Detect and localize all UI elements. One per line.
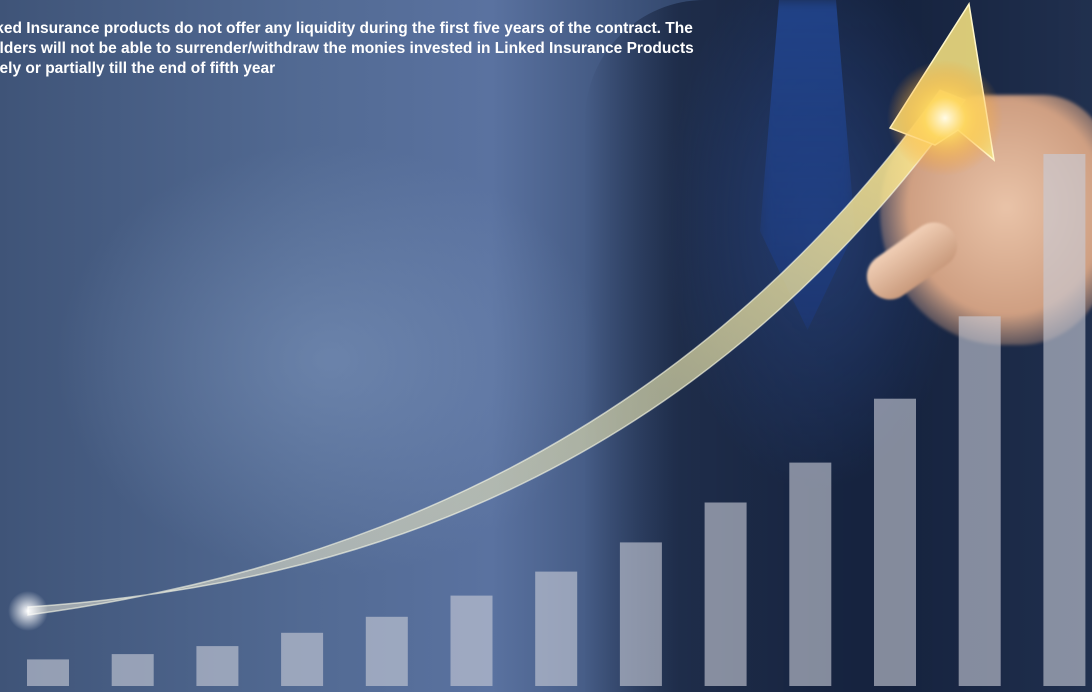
growth-bar	[535, 571, 578, 686]
growth-bar	[111, 654, 154, 686]
growth-bar	[27, 659, 69, 686]
growth-bar	[365, 616, 408, 686]
disclaimer-line-2: yholders will not be able to surrender/w…	[0, 40, 694, 57]
growth-bar	[704, 502, 747, 686]
growth-bar	[196, 646, 239, 686]
growth-bar	[789, 462, 832, 686]
growth-bar	[874, 398, 916, 686]
disclaimer-line-1: Linked Insurance products do not offer a…	[0, 20, 693, 37]
disclaimer-line-3: pletely or partially till the end of fif…	[0, 60, 276, 77]
bar-chart-graphic	[27, 154, 1086, 686]
growth-bar	[958, 316, 1001, 686]
disclaimer-text: Linked Insurance products do not offer a…	[0, 19, 872, 79]
growth-bar	[450, 595, 493, 686]
growth-bar	[281, 632, 324, 686]
growth-bar	[1043, 154, 1086, 686]
growth-bar	[619, 542, 662, 686]
arrow-glow	[887, 60, 1003, 176]
arrow-start-glow	[8, 591, 48, 631]
